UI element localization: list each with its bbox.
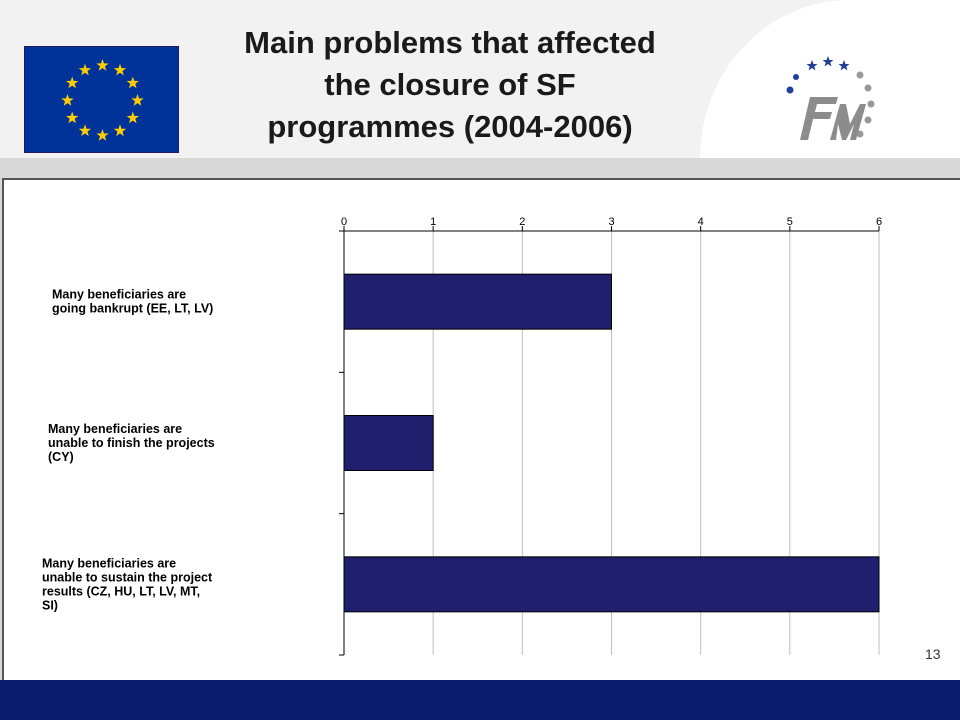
- category-label: Many beneficiaries are unable to finish t…: [48, 422, 215, 464]
- eu-star: [131, 94, 144, 106]
- bar: [343, 273, 612, 330]
- bar: [343, 556, 880, 613]
- x-tick-label: 3: [608, 216, 614, 228]
- eu-flag-icon: [24, 46, 179, 153]
- eu-star: [96, 129, 109, 141]
- x-tick-label: 0: [341, 216, 347, 228]
- x-tick-label: 4: [698, 216, 704, 228]
- page-number: 13: [925, 646, 941, 662]
- eu-star: [78, 124, 92, 137]
- category-label: Many beneficiaries are unable to sustain …: [42, 556, 213, 612]
- eu-star: [113, 124, 127, 137]
- page-title: Main problems that affected the closure …: [244, 25, 656, 144]
- x-tick-label: 6: [876, 216, 882, 228]
- bar-chart: 0 1 2 3 4 5 6 Many beneficiaries are going bank…: [42, 216, 882, 656]
- eu-star: [113, 63, 127, 76]
- x-tick-label: 2: [519, 216, 525, 228]
- x-tick-label: 1: [430, 216, 436, 228]
- eu-star: [126, 111, 139, 124]
- category-label: Many beneficiaries are going bankrupt (EE…: [52, 288, 213, 316]
- eu-star: [78, 63, 92, 76]
- header: Main problems that affected the closure …: [0, 0, 960, 178]
- eu-star: [66, 76, 79, 89]
- footer-bar: [0, 680, 960, 720]
- eu-star: [126, 76, 139, 89]
- fm-logo-icon: [786, 56, 875, 140]
- bar: [343, 415, 434, 471]
- x-tick-label: 5: [787, 216, 793, 228]
- eu-star: [66, 111, 79, 124]
- eu-star: [96, 59, 109, 71]
- eu-star: [61, 94, 74, 106]
